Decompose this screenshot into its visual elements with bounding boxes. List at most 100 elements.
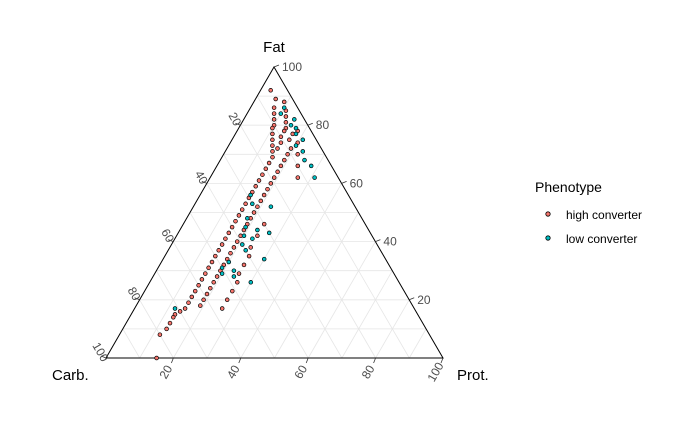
point-high-converter bbox=[283, 120, 289, 125]
point-high-converter bbox=[213, 253, 218, 259]
point-high-converter bbox=[270, 154, 275, 160]
point-low-converter bbox=[245, 216, 250, 221]
fat-tick-label: 20 bbox=[417, 293, 431, 307]
point-high-converter bbox=[203, 271, 208, 276]
point-high-converter bbox=[224, 297, 230, 303]
point-high-converter bbox=[230, 288, 235, 294]
point-high-converter bbox=[236, 271, 242, 276]
point-high-converter bbox=[234, 239, 240, 244]
point-low-converter bbox=[266, 230, 272, 236]
point-low-converter bbox=[293, 131, 299, 137]
legend-title: Phenotype bbox=[535, 179, 602, 195]
prot-tick bbox=[373, 357, 376, 364]
fat-tick bbox=[409, 297, 415, 301]
point-high-converter bbox=[231, 245, 237, 250]
point-low-converter bbox=[243, 224, 248, 230]
point-high-converter bbox=[271, 117, 277, 122]
point-high-converter bbox=[236, 213, 242, 218]
point-low-converter bbox=[248, 280, 254, 285]
point-high-converter bbox=[295, 152, 300, 157]
point-high-converter bbox=[182, 306, 188, 311]
carb-tick-label: 100 bbox=[89, 340, 111, 365]
point-low-converter bbox=[219, 271, 225, 276]
grid-line bbox=[223, 154, 343, 359]
point-high-converter bbox=[239, 207, 245, 212]
point-high-converter bbox=[271, 175, 277, 180]
fat-tick bbox=[273, 64, 280, 68]
point-low-converter bbox=[302, 157, 307, 163]
point-high-converter bbox=[228, 250, 233, 256]
fat-tick bbox=[307, 122, 313, 126]
point-high-converter bbox=[282, 157, 287, 163]
point-high-converter bbox=[281, 128, 287, 134]
point-high-converter bbox=[164, 326, 169, 332]
prot-tick-label: 100 bbox=[424, 360, 446, 385]
point-low-converter bbox=[240, 242, 245, 247]
point-high-converter bbox=[270, 137, 275, 143]
grid-line bbox=[274, 212, 359, 359]
carb-tick-label: 60 bbox=[158, 226, 177, 245]
point-low-converter bbox=[288, 122, 294, 128]
point-high-converter bbox=[208, 285, 213, 291]
point-high-converter bbox=[263, 166, 269, 172]
prot-tick-label: 80 bbox=[359, 362, 378, 381]
point-high-converter bbox=[295, 175, 301, 180]
point-high-converter bbox=[275, 169, 280, 175]
point-low-converter bbox=[250, 236, 255, 241]
point-high-converter bbox=[287, 137, 292, 143]
carb-tick bbox=[235, 122, 241, 126]
point-high-converter bbox=[255, 204, 260, 209]
point-high-converter bbox=[278, 163, 284, 169]
point-high-converter bbox=[219, 306, 225, 311]
point-high-converter bbox=[283, 114, 289, 119]
carb-tick bbox=[168, 239, 174, 242]
point-high-converter bbox=[248, 245, 253, 250]
prot-tick-label: 60 bbox=[291, 362, 310, 381]
axis-label-fat: Fat bbox=[263, 39, 286, 56]
point-high-converter bbox=[246, 253, 252, 259]
point-high-converter bbox=[288, 146, 294, 151]
grid-line bbox=[139, 299, 174, 359]
point-low-converter bbox=[293, 143, 299, 148]
point-high-converter bbox=[261, 192, 267, 198]
fat-tick-label: 60 bbox=[350, 176, 364, 190]
point-high-converter bbox=[241, 262, 247, 268]
fat-tick-label: 100 bbox=[282, 60, 302, 74]
legend-label-low-converter: low converter bbox=[566, 232, 637, 246]
point-high-converter bbox=[154, 355, 159, 361]
point-high-converter bbox=[233, 218, 238, 224]
fat-tick bbox=[375, 239, 381, 242]
point-high-converter bbox=[198, 303, 203, 308]
point-high-converter bbox=[189, 294, 195, 300]
point-high-converter bbox=[216, 248, 221, 253]
point-low-converter bbox=[250, 201, 255, 207]
point-low-converter bbox=[281, 105, 287, 110]
point-low-converter bbox=[300, 137, 306, 143]
point-high-converter bbox=[270, 143, 275, 148]
tick-marks bbox=[100, 64, 444, 364]
point-low-converter bbox=[293, 125, 299, 131]
point-high-converter bbox=[278, 140, 284, 145]
fat-tick bbox=[341, 181, 347, 184]
ternary-frame bbox=[105, 66, 444, 359]
prot-tick-label: 20 bbox=[157, 362, 176, 381]
point-high-converter bbox=[157, 332, 163, 337]
grid-line bbox=[189, 212, 275, 359]
grid-line bbox=[307, 241, 376, 359]
point-low-converter bbox=[292, 117, 297, 122]
point-high-converter bbox=[223, 236, 228, 241]
data-points bbox=[154, 88, 317, 361]
point-low-converter bbox=[219, 265, 225, 271]
point-low-converter bbox=[300, 149, 306, 154]
grid-line bbox=[375, 299, 410, 359]
point-high-converter bbox=[253, 184, 258, 189]
axis-label-prot: Prot. bbox=[457, 367, 489, 384]
point-high-converter bbox=[186, 300, 191, 305]
tick-labels: 20 20 20 40 40 40 60 60 60 80 80 80 100 100 100 bbox=[89, 60, 446, 384]
point-high-converter bbox=[273, 96, 278, 102]
axis-label-carb: Carb. bbox=[52, 367, 89, 384]
point-high-converter bbox=[209, 259, 215, 265]
carb-tick-label: 40 bbox=[192, 168, 211, 187]
point-low-converter bbox=[243, 248, 248, 253]
point-high-converter bbox=[275, 146, 280, 151]
